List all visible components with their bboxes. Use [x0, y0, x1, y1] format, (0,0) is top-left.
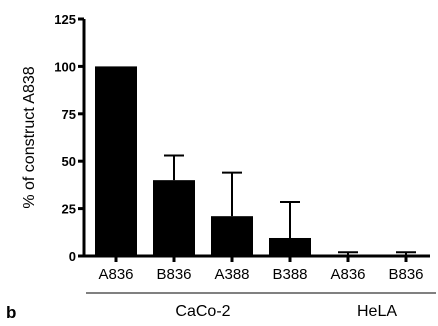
x-tick-label: B836 — [156, 266, 191, 283]
chart-bars — [95, 66, 311, 257]
y-tick-label: 100 — [54, 59, 76, 74]
y-tick-label: 75 — [62, 107, 76, 122]
panel-label: b — [6, 303, 16, 322]
bar — [211, 216, 253, 256]
y-tick-label: 50 — [62, 154, 76, 169]
group-label: CaCo-2 — [175, 303, 230, 320]
bar — [269, 237, 311, 256]
y-tick-label: 125 — [54, 12, 76, 27]
x-tick-label: B388 — [272, 266, 307, 283]
y-tick-label: 25 — [62, 202, 76, 217]
chart-labels: A836 B836 A388 B388 A836 B836 CaCo-2 HeLA — [86, 266, 436, 320]
chart-error-bars — [164, 154, 416, 256]
bar — [153, 180, 195, 256]
y-axis-label: % of construct A838 — [21, 66, 38, 208]
group-label: HeLA — [357, 303, 397, 320]
bar — [95, 66, 137, 257]
x-tick-label: A836 — [98, 266, 133, 283]
chart-axes: 0 25 50 75 100 125 — [54, 12, 430, 264]
x-tick-label: B836 — [388, 266, 423, 283]
x-tick-label: A388 — [214, 266, 249, 283]
y-tick-label: 0 — [69, 249, 76, 264]
x-tick-label: A836 — [330, 266, 365, 283]
